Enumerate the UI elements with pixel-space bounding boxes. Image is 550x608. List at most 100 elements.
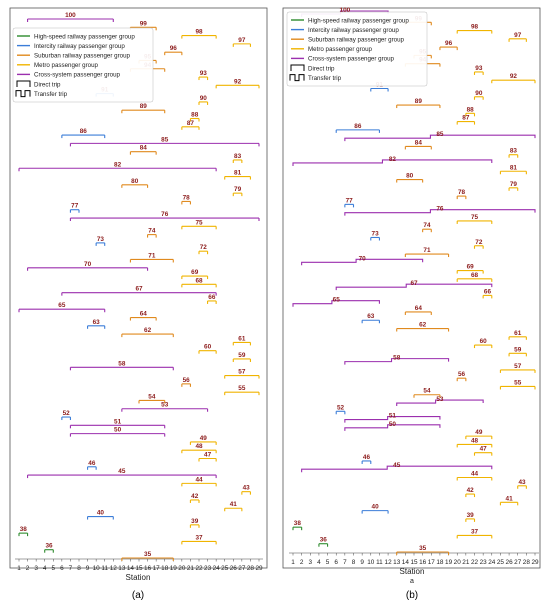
- trip-66: 66: [482, 288, 493, 299]
- trip-69: 69: [456, 264, 484, 274]
- trip-70: 70: [27, 261, 149, 271]
- trip-label: 92: [510, 73, 518, 80]
- trip-bar: [335, 283, 493, 291]
- trip-36: 36: [44, 543, 54, 553]
- trip-label: 77: [346, 197, 354, 204]
- trip-label: 64: [415, 305, 423, 312]
- trip-label: 39: [191, 518, 199, 525]
- trip-70: 70: [301, 255, 424, 266]
- x-tick-label: 12: [385, 559, 393, 566]
- x-tick-label: 7: [69, 565, 73, 572]
- x-tick-label: 6: [60, 565, 64, 572]
- trip-61: 61: [508, 330, 527, 340]
- trip-label: 90: [475, 90, 483, 97]
- trip-38: 38: [292, 520, 303, 531]
- trip-bar: [344, 358, 450, 365]
- x-tick-label: 12: [110, 565, 118, 572]
- trip-55: 55: [224, 385, 260, 396]
- trip-label: 43: [243, 485, 251, 492]
- trip-label: 48: [195, 443, 203, 450]
- trip-label: 45: [393, 462, 401, 469]
- trip-label: 69: [467, 264, 475, 271]
- trip-55: 55: [499, 379, 536, 390]
- trip-69: 69: [181, 269, 209, 280]
- x-tick-label: 4: [43, 565, 47, 572]
- x-tick-label: 5: [52, 565, 56, 572]
- trip-label: 96: [445, 40, 453, 47]
- x-tick-label: 18: [161, 565, 169, 572]
- x-tick-label: 8: [77, 565, 81, 572]
- trip-label: 49: [200, 435, 208, 442]
- x-tick-label: 10: [367, 559, 375, 566]
- trip-label: 79: [510, 181, 518, 188]
- x-tick-label: 9: [86, 565, 90, 572]
- trip-label: 58: [118, 360, 126, 367]
- trip-label: 97: [514, 32, 522, 39]
- trip-52: 52: [61, 410, 71, 421]
- trip-bar: [292, 159, 493, 166]
- trip-label: 74: [148, 228, 156, 235]
- x-tick-label: 10: [93, 565, 101, 572]
- legend-label: Cross-system passenger group: [34, 72, 121, 79]
- legend: High-speed railway passenger group Interc…: [12, 27, 154, 103]
- panel-b: 1 2 3 4 5 6 7 8 9 10 11 12 13 14 15 16 17 18 19 20 21 22 23 24 2…: [286, 7, 539, 566]
- trip-bar: [301, 258, 424, 266]
- trip-54: 54: [413, 388, 441, 398]
- x-tick-label: 29: [531, 559, 539, 566]
- trip-75: 75: [181, 219, 217, 230]
- trip-97: 97: [508, 32, 527, 42]
- trip-49: 49: [465, 429, 493, 440]
- trip-50: 50: [69, 427, 166, 437]
- trip-71: 71: [404, 247, 450, 258]
- trip-72: 72: [473, 239, 484, 249]
- trip-44: 44: [456, 471, 493, 481]
- trip-87: 87: [181, 120, 200, 130]
- trip-98: 98: [456, 24, 493, 34]
- trip-label: 82: [114, 161, 122, 168]
- trip-label: 47: [480, 446, 488, 453]
- trip-label: 68: [195, 277, 203, 284]
- trip-label: 83: [234, 153, 242, 160]
- trip-89: 89: [396, 98, 441, 109]
- direct-trip-icon: [16, 80, 31, 87]
- trip-76: 76: [69, 211, 260, 222]
- trip-label: 100: [65, 12, 76, 19]
- trip-80: 80: [396, 173, 424, 183]
- trip-63: 63: [87, 319, 106, 329]
- x-tick-label: 14: [127, 565, 135, 572]
- legend-box: [12, 27, 154, 103]
- trip-label: 82: [389, 156, 397, 163]
- trip-label: 63: [93, 319, 101, 326]
- trip-label: 35: [144, 551, 152, 558]
- trip-46: 46: [87, 460, 97, 470]
- trip-label: 90: [200, 95, 208, 102]
- trip-label: 66: [208, 294, 216, 301]
- trip-78: 78: [456, 189, 467, 200]
- trip-77: 77: [344, 197, 355, 208]
- trip-62: 62: [121, 327, 174, 338]
- x-tick-label: 18: [436, 559, 444, 566]
- legend-label: Intercity railway passenger group: [308, 27, 399, 34]
- trip-label: 67: [135, 286, 143, 293]
- x-tick-label: 1: [17, 565, 21, 572]
- trip-84: 84: [404, 139, 432, 150]
- trip-68: 68: [456, 272, 493, 282]
- x-tick-label: 2: [26, 565, 30, 572]
- trip-label: 76: [161, 211, 169, 218]
- trip-56: 56: [181, 377, 191, 387]
- trip-label: 81: [510, 164, 518, 171]
- trip-86: 86: [61, 128, 106, 139]
- legend-label: High-speed railway passenger group: [308, 17, 409, 24]
- trip-label: 79: [234, 186, 242, 193]
- trip-label: 56: [458, 371, 466, 378]
- trip-82: 82: [292, 156, 493, 166]
- x-tick-label: 23: [204, 565, 212, 572]
- trip-92: 92: [491, 73, 536, 84]
- trip-58: 58: [69, 360, 174, 371]
- trip-64: 64: [129, 311, 157, 321]
- trip-52: 52: [335, 404, 346, 415]
- trip-label: 87: [462, 115, 470, 122]
- trip-label: 78: [458, 189, 466, 196]
- trip-97: 97: [232, 37, 251, 47]
